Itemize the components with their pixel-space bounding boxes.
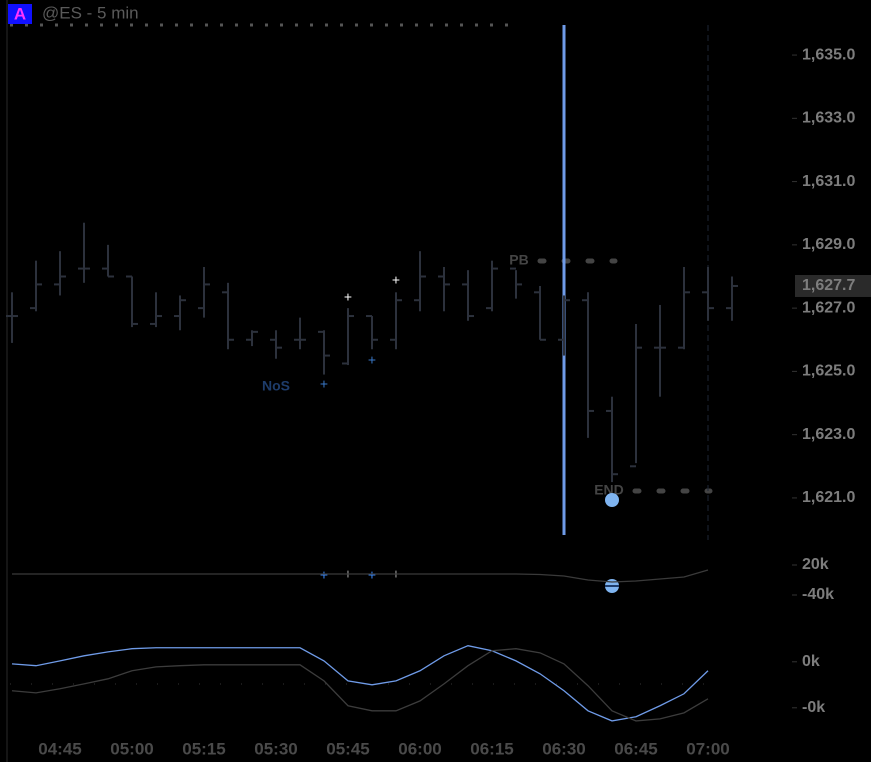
y-tick-label: 1,623.0	[802, 426, 855, 443]
x-tick-label: 05:45	[326, 739, 369, 758]
marker: +	[368, 352, 376, 368]
marker: +	[344, 289, 352, 305]
y-tick-label: 20k	[802, 556, 829, 573]
y-tick-label: 1,627.0	[802, 299, 855, 316]
y-tick-label: -40k	[802, 586, 834, 603]
series-line	[12, 569, 709, 583]
y-tick-label: 1,633.0	[802, 110, 855, 127]
marker: +	[368, 567, 376, 583]
series-line	[11, 648, 709, 722]
annotation: END	[594, 482, 624, 498]
y-tick-label: 1,625.0	[802, 363, 855, 380]
x-tick-label: 06:00	[398, 739, 441, 758]
annotation: PB	[509, 252, 528, 268]
x-tick-label: 07:00	[686, 739, 729, 758]
x-tick-label: 05:00	[110, 739, 153, 758]
x-tick-label: 05:15	[182, 739, 225, 758]
marker: +	[392, 272, 400, 288]
y-tick-label: 1,631.0	[802, 173, 855, 190]
y-tick-label: 0k	[802, 653, 820, 670]
y-tick-label: -0k	[802, 699, 825, 716]
signal-dot	[605, 493, 619, 507]
y-tick-label: 1,629.0	[802, 236, 855, 253]
badge-box	[8, 4, 32, 24]
y-tick-label: 1,635.0	[802, 46, 855, 63]
x-tick-label: 04:45	[38, 739, 81, 758]
marker: +	[320, 376, 328, 392]
series-line	[11, 645, 709, 722]
badge: A	[14, 4, 26, 23]
x-tick-label: 05:30	[254, 739, 297, 758]
x-tick-label: 06:15	[470, 739, 513, 758]
marker: +	[320, 567, 328, 583]
x-tick-label: 06:45	[614, 739, 657, 758]
last-price-label: 1,627.7	[802, 277, 855, 294]
y-tick-label: 1,621.0	[802, 489, 855, 506]
x-tick-label: 06:30	[542, 739, 585, 758]
last-price-box	[795, 274, 871, 297]
chart-title: @ES - 5 min	[42, 3, 139, 22]
annotation: NoS	[262, 378, 290, 394]
